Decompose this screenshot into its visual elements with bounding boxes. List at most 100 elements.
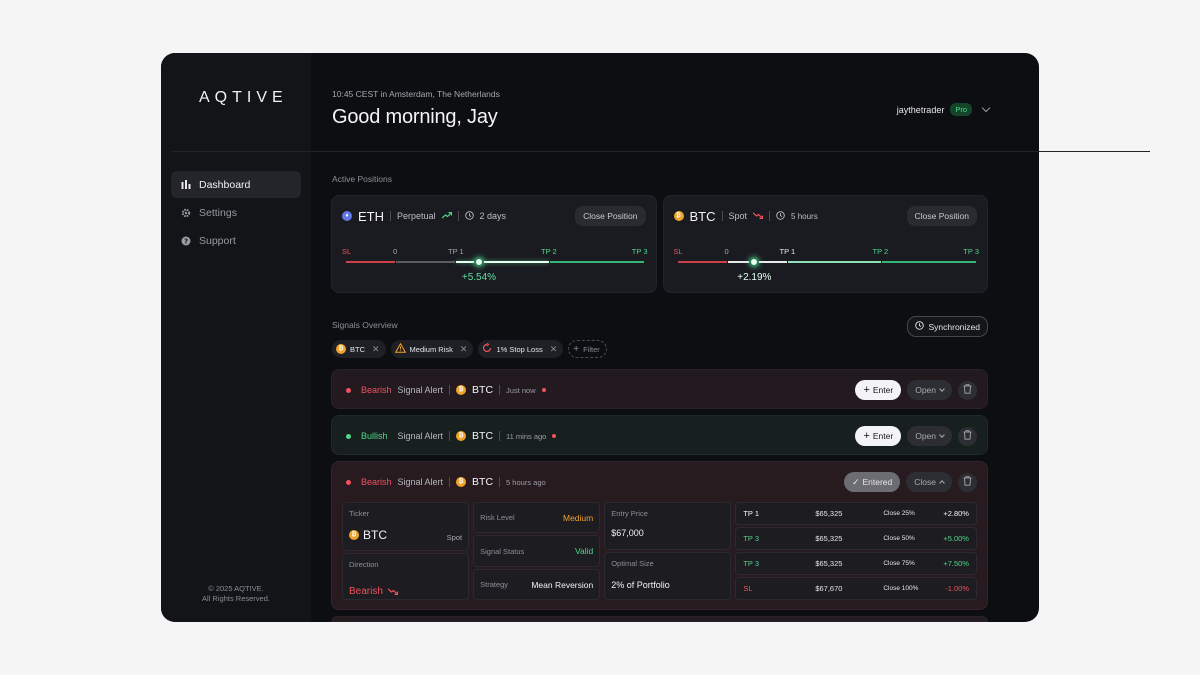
- progress-track: [346, 257, 644, 267]
- close-position-button[interactable]: Close Position: [575, 206, 646, 226]
- target-price: $65,325: [815, 559, 843, 568]
- chip-label: Medium Risk: [409, 344, 453, 354]
- enter-button[interactable]: + Enter: [855, 426, 902, 446]
- gear-icon: [181, 208, 191, 218]
- signal-card-expanded[interactable]: Bearish Signal Alert ₿ BTC 5 hours ago ✓…: [331, 461, 988, 610]
- sidebar-item-dashboard[interactable]: Dashboard: [171, 171, 301, 198]
- synchronized-button[interactable]: Synchronized: [907, 316, 988, 337]
- zero-label: 0: [393, 247, 398, 256]
- open-dropdown-button[interactable]: Open: [907, 426, 952, 446]
- risk-value: Medium: [562, 512, 594, 523]
- target-name: TP 3: [743, 559, 760, 568]
- clock-icon: [776, 210, 785, 222]
- sidebar-item-settings[interactable]: Settings: [171, 199, 301, 226]
- sync-clock-icon: [915, 321, 925, 332]
- button-label: Close: [914, 477, 936, 487]
- direction-label: Direction: [349, 560, 379, 569]
- track-segment-target: [881, 261, 976, 263]
- positions-list: ♦ ETH Perpetual 2 days Close Position SL…: [331, 195, 988, 293]
- plus-icon: +: [863, 430, 870, 442]
- signal-actions: + Enter Open: [855, 426, 977, 446]
- separator: [721, 211, 723, 221]
- active-positions-title: Active Positions: [332, 174, 392, 184]
- add-filter-button[interactable]: + Filter: [568, 340, 607, 358]
- target-row: TP 1 $65,325 Close 25% +2.80%: [735, 502, 977, 525]
- strategy-label: Strategy: [480, 580, 509, 589]
- position-pnl: +2.19%: [737, 272, 772, 283]
- separator: [769, 211, 771, 221]
- status-cell: Signal Status Valid: [473, 535, 601, 567]
- separator: [457, 211, 459, 221]
- close-icon[interactable]: ✕: [459, 343, 468, 354]
- sidebar-item-support[interactable]: ? Support: [171, 227, 301, 254]
- warning-icon: [394, 342, 406, 355]
- target-close: Close 50%: [883, 535, 915, 542]
- entered-button[interactable]: ✓ Entered: [843, 472, 901, 492]
- open-dropdown-button[interactable]: Open: [907, 380, 952, 400]
- logo: AQTIVE: [199, 89, 288, 106]
- new-indicator-dot: [541, 388, 546, 392]
- separator: [499, 385, 501, 395]
- svg-text:?: ?: [184, 237, 188, 245]
- chevron-down-icon: [981, 103, 991, 113]
- copyright: © 2025 AQTIVE. All Rights Reserved.: [161, 584, 311, 604]
- tp2-label: TP 2: [872, 247, 889, 256]
- sync-label: Synchronized: [928, 321, 980, 332]
- entry-cell: Entry Price $67,000: [604, 502, 732, 550]
- bar-chart-icon: [181, 179, 191, 190]
- ticker-label: Ticker: [349, 509, 370, 518]
- position-card-btc: ₿ BTC Spot 5 hours Close Position SL 0 T…: [662, 195, 988, 293]
- user-menu[interactable]: jaythetrader Pro: [897, 103, 991, 116]
- tp3-label: TP 3: [963, 247, 979, 256]
- sidebar-item-label: Settings: [199, 206, 237, 219]
- enter-button[interactable]: + Enter: [855, 380, 902, 400]
- ticker-value-row: ₿ BTC: [349, 528, 462, 542]
- signal-card[interactable]: Bearish Signal Alert ₿ BTC Just now + Ent…: [331, 369, 988, 409]
- track-segment-loss: [346, 261, 395, 263]
- check-icon: ✓: [851, 476, 860, 487]
- track-segment-target: [550, 261, 644, 263]
- filter-chip-btc[interactable]: ₿ BTC ✕: [332, 340, 386, 358]
- plus-icon: +: [863, 384, 870, 396]
- new-indicator-dot: [552, 434, 557, 438]
- button-label: Open: [915, 431, 936, 441]
- signal-sentiment: Bearish: [361, 385, 392, 395]
- close-position-button[interactable]: Close Position: [906, 206, 977, 226]
- button-label: Entered: [862, 477, 893, 487]
- delete-button[interactable]: [958, 380, 977, 400]
- target-close: Close 100%: [883, 585, 919, 592]
- signal-detail: Ticker ₿ BTC Spot Direction Bearish Risk…: [332, 502, 987, 600]
- signal-ticker: BTC: [472, 476, 494, 488]
- target-pct: -1.00%: [945, 584, 969, 593]
- target-labels: SL 0 TP 1 TP 2 TP 3: [342, 247, 648, 257]
- strategy-cell: Strategy Mean Reversion: [473, 569, 601, 600]
- position-ticker: BTC: [689, 208, 716, 224]
- progress-track: [677, 257, 976, 267]
- tp2-label: TP 2: [541, 247, 557, 256]
- target-close: Close 75%: [883, 560, 915, 567]
- sidebar-item-label: Support: [199, 234, 236, 247]
- chip-label: Filter: [583, 344, 600, 354]
- btc-coin-icon: ₿: [336, 344, 346, 354]
- progress-knob[interactable]: [749, 257, 760, 267]
- signal-ticker: BTC: [472, 430, 494, 442]
- copyright-line: All Rights Reserved.: [202, 594, 270, 603]
- target-pct: +7.50%: [943, 559, 969, 568]
- stop-loss-icon: [482, 342, 492, 355]
- trash-icon: [963, 430, 972, 442]
- sidebar-item-label: Dashboard: [199, 178, 251, 191]
- close-dropdown-button[interactable]: Close: [906, 472, 952, 492]
- btc-coin-icon: ₿: [456, 431, 467, 441]
- direction-value-row: Bearish: [349, 582, 462, 600]
- progress-knob[interactable]: [473, 257, 484, 267]
- header-divider: [171, 151, 1150, 152]
- filter-chip-risk[interactable]: Medium Risk ✕: [390, 340, 474, 358]
- close-icon[interactable]: ✕: [372, 343, 380, 354]
- filter-chip-stoploss[interactable]: 1% Stop Loss ✕: [478, 340, 564, 358]
- close-icon[interactable]: ✕: [549, 343, 558, 354]
- track-segment-progress: [787, 261, 881, 263]
- signal-card[interactable]: Bullish Signal Alert ₿ BTC 11 mins ago +…: [331, 415, 988, 455]
- delete-button[interactable]: [958, 426, 977, 446]
- delete-button[interactable]: [958, 472, 977, 492]
- track-segment-loss: [677, 261, 727, 263]
